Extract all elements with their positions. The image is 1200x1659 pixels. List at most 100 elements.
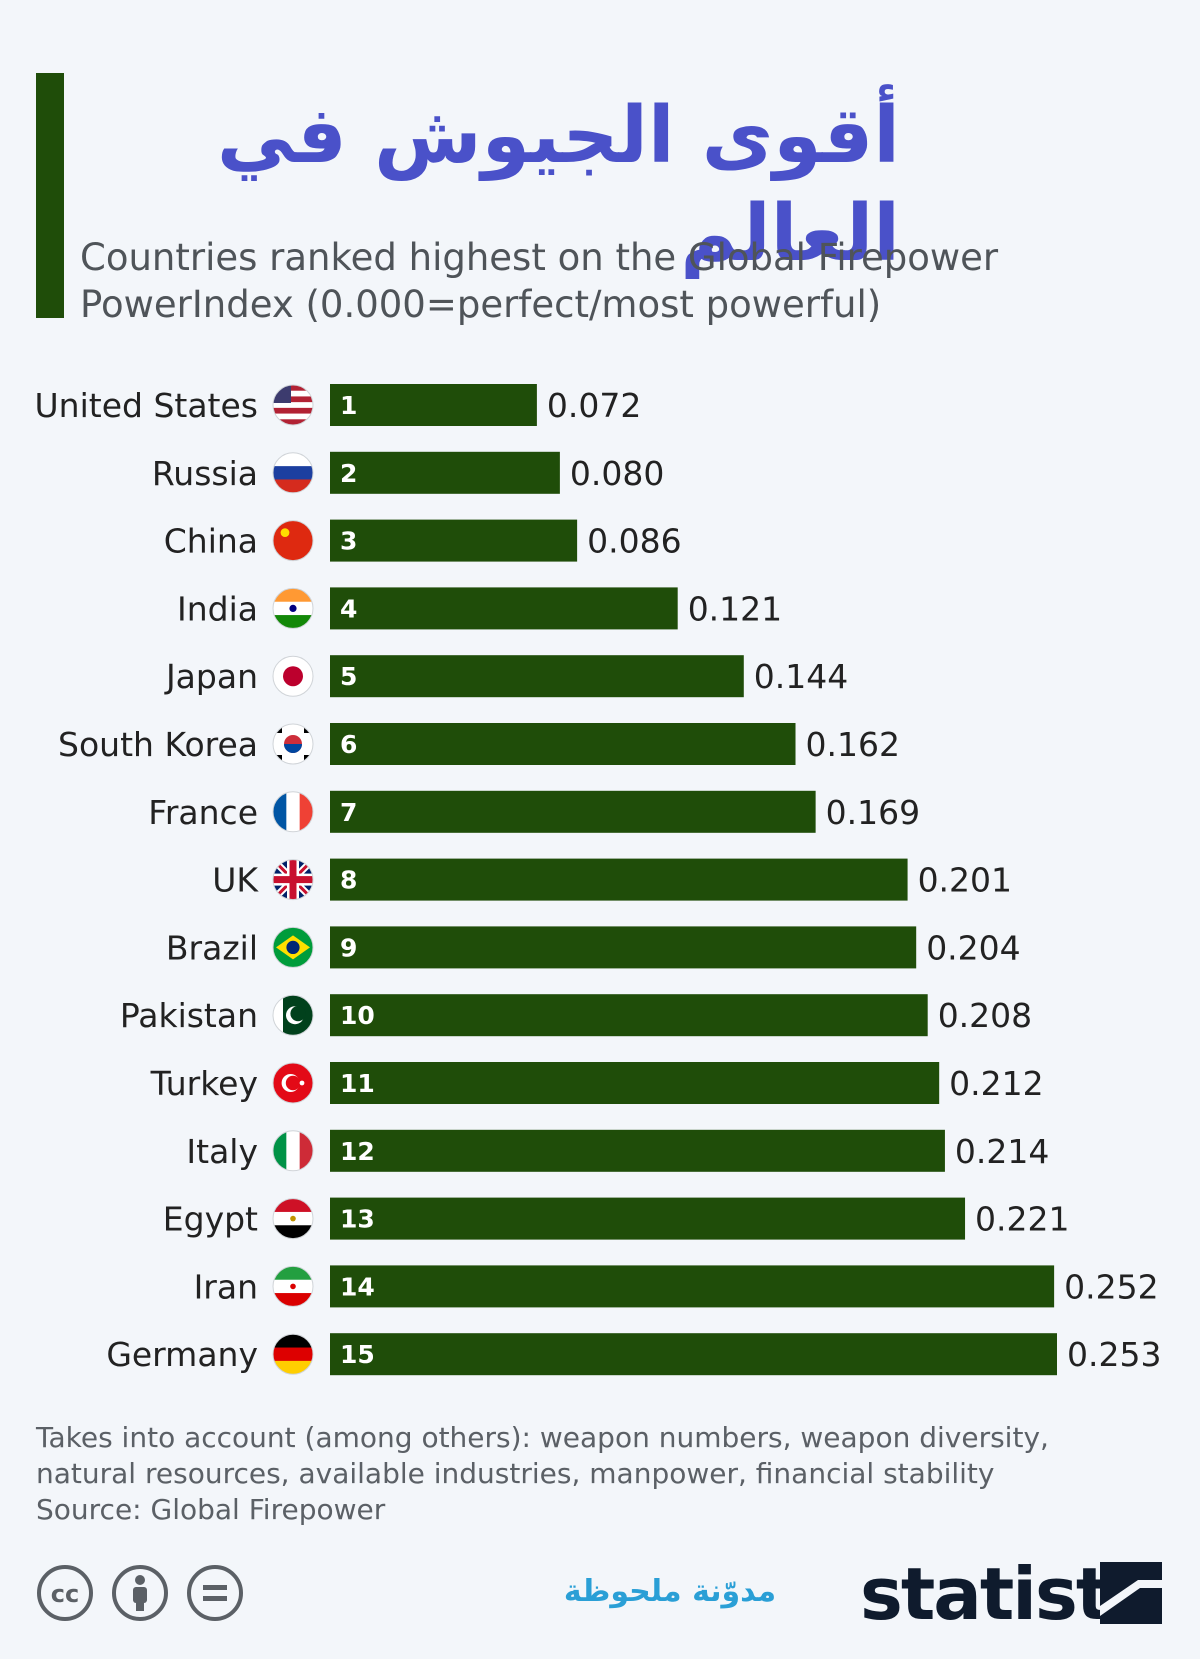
bar — [330, 1333, 1057, 1376]
value-label: 0.144 — [754, 657, 848, 696]
china-flag-icon — [273, 520, 313, 561]
flag-part — [283, 666, 303, 687]
category-label: Italy — [186, 1132, 258, 1171]
russia-flag-icon — [273, 452, 313, 493]
rank-label: 10 — [340, 1001, 375, 1030]
flag-part — [290, 1215, 296, 1222]
rank-label: 12 — [340, 1137, 375, 1166]
flag-outline — [272, 520, 314, 562]
bar — [330, 1197, 966, 1240]
statista-logo-icon — [1100, 1562, 1162, 1624]
flag-outline — [272, 994, 314, 1036]
chart-row: Turkey 11 0.212 — [150, 1062, 1044, 1104]
rank-label: 9 — [340, 933, 357, 962]
page-title: أقوى الجيوش في العالم — [216, 91, 900, 279]
chart-row: France 7 0.169 — [148, 790, 920, 833]
no-derivatives-icon[interactable] — [186, 1564, 244, 1622]
rank-label: 7 — [340, 798, 357, 827]
subtitle: Countries ranked highest on the Global F… — [80, 234, 1080, 328]
category-label: India — [177, 589, 258, 628]
flag-outline — [272, 1062, 314, 1104]
value-label: 0.121 — [688, 589, 782, 628]
rank-label: 4 — [340, 594, 357, 623]
flag-part — [286, 791, 301, 832]
pakistan-flag-icon — [273, 995, 313, 1036]
license-icons: cc — [36, 1564, 256, 1626]
bar — [330, 994, 928, 1037]
flag-outline — [272, 1333, 314, 1375]
category-label: South Korea — [58, 725, 258, 764]
value-label: 0.221 — [975, 1200, 1069, 1239]
footnote-line: natural resources, available industries,… — [36, 1457, 995, 1490]
flag-outline — [272, 1130, 314, 1172]
chart-row: Japan 5 0.144 — [164, 655, 848, 698]
category-label: Brazil — [166, 928, 258, 967]
value-label: 0.072 — [547, 386, 641, 425]
category-label: Egypt — [163, 1200, 258, 1239]
category-label: UK — [212, 861, 259, 900]
flag-part — [299, 1080, 305, 1086]
category-label: Japan — [164, 657, 258, 696]
chart-row: Pakistan 10 0.208 — [120, 994, 1032, 1037]
flag-part — [273, 396, 313, 403]
bar — [330, 858, 908, 901]
category-label: Germany — [106, 1335, 258, 1374]
flag-part — [273, 1266, 313, 1281]
value-label: 0.208 — [938, 996, 1032, 1035]
flag-part — [299, 1130, 313, 1171]
footnote-line: Takes into account (among others): weapo… — [36, 1421, 1049, 1454]
flag-part — [273, 1130, 287, 1171]
italy-flag-icon — [273, 1130, 313, 1171]
flag-part — [289, 604, 297, 612]
uk-flag-icon — [273, 859, 313, 900]
category-label: Russia — [152, 454, 258, 493]
category-label: China — [164, 522, 258, 561]
chart-row: Brazil 9 0.204 — [166, 926, 1021, 969]
value-label: 0.204 — [926, 928, 1020, 967]
rank-label: 11 — [340, 1069, 375, 1098]
flag-part — [280, 528, 290, 537]
chart-row: South Korea 6 0.162 — [58, 723, 900, 765]
bar — [330, 451, 560, 494]
flag-outline — [272, 859, 314, 901]
flag-outline — [272, 791, 314, 833]
cc-icon[interactable]: cc — [36, 1564, 94, 1622]
flag-part — [273, 1293, 313, 1307]
value-label: 0.162 — [806, 725, 900, 764]
flag-part — [273, 1198, 313, 1213]
turkey-flag-icon — [273, 1063, 313, 1103]
flag-part — [284, 744, 302, 753]
flag-part — [285, 1075, 301, 1091]
rank-label: 3 — [340, 527, 357, 556]
value-label: 0.086 — [587, 522, 681, 561]
chart-row: Germany 15 0.253 — [106, 1333, 1161, 1376]
value-label: 0.253 — [1067, 1335, 1161, 1374]
chart-row: Iran 14 0.252 — [194, 1265, 1159, 1308]
flag-part — [286, 940, 300, 955]
value-label: 0.214 — [955, 1132, 1049, 1171]
flag-part — [290, 1006, 306, 1022]
iran-flag-icon — [273, 1266, 313, 1307]
flag-part — [273, 615, 313, 629]
rank-label: 8 — [340, 866, 357, 895]
bar — [330, 1265, 1055, 1308]
source-line: Source: Global Firepower — [36, 1493, 386, 1526]
chart-row: India 4 0.121 — [177, 587, 782, 630]
bar — [330, 1129, 945, 1172]
category-label: Turkey — [150, 1064, 258, 1103]
flag-part — [273, 791, 287, 832]
rank-label: 13 — [340, 1205, 375, 1234]
flag-part — [273, 1347, 313, 1362]
chart-row: Italy 12 0.214 — [186, 1129, 1049, 1172]
rank-label: 2 — [340, 459, 357, 488]
rank-label: 15 — [340, 1340, 375, 1369]
chart-row: United States 1 0.072 — [35, 384, 641, 426]
attribution-icon[interactable] — [111, 1564, 169, 1622]
bar — [330, 723, 796, 765]
value-label: 0.212 — [949, 1064, 1043, 1103]
flag-outline — [272, 1265, 314, 1307]
subtitle-line: PowerIndex (0.000=perfect/most powerful) — [80, 283, 882, 326]
flag-part — [273, 995, 283, 1036]
egypt-flag-icon — [273, 1198, 313, 1239]
bar — [330, 790, 816, 833]
